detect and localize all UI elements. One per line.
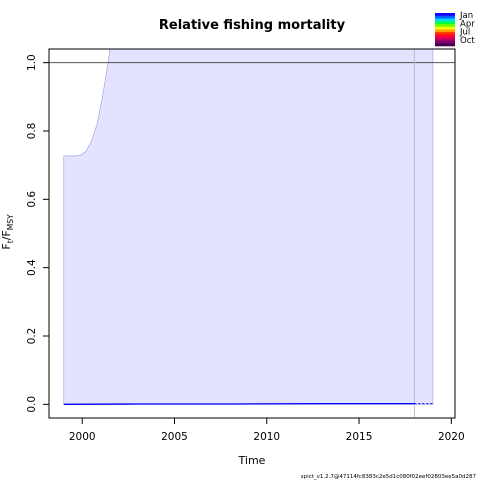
- legend-color-swatch: [435, 29, 455, 33]
- legend-color-swatch: [435, 37, 455, 41]
- legend-label: Oct: [460, 36, 475, 46]
- y-axis: 0.0 0.2 0.4 0.6 0.8 1.0: [26, 54, 50, 413]
- legend-color-swatch: [435, 32, 455, 36]
- legend-label: Jul: [459, 28, 470, 38]
- y-tick-label: 1.0: [26, 54, 38, 71]
- x-tick-label: 2015: [346, 431, 373, 443]
- legend-label: Jan: [459, 11, 473, 21]
- legend-label: Apr: [460, 19, 475, 29]
- footer-version-text: spict_v1.2.7@47114fc8383c2e5d1c080f02eef…: [301, 474, 477, 480]
- x-tick-label: 2005: [161, 431, 188, 443]
- x-tick-label: 2000: [69, 431, 96, 443]
- y-tick-label: 0.8: [26, 123, 38, 140]
- legend-color-swatch: [435, 40, 455, 44]
- x-tick-label: 2020: [438, 431, 465, 443]
- legend-color-swatch: [435, 15, 455, 19]
- x-axis: 2000 2005 2010 2015 2020: [69, 417, 465, 443]
- y-tick-label: 0.4: [26, 259, 38, 276]
- x-axis-label: Time: [238, 454, 266, 467]
- legend-color-swatch: [435, 18, 455, 22]
- y-tick-label: 0.6: [26, 191, 38, 208]
- chart-title: Relative fishing mortality: [159, 18, 346, 33]
- plot-area: [49, 49, 455, 418]
- y-tick-label: 0.0: [26, 396, 38, 413]
- legend-color-swatch: [435, 26, 455, 30]
- legend-color-swatch: [435, 13, 455, 17]
- estimate-series-line: [63, 402, 415, 405]
- y-axis-label: Ft/FMSY: [0, 214, 15, 250]
- legend-color-swatch: [435, 21, 455, 25]
- legend-color-swatch: [435, 35, 455, 39]
- x-tick-label: 2010: [253, 431, 280, 443]
- confidence-band: [63, 49, 434, 405]
- y-tick-label: 0.2: [26, 328, 38, 345]
- legend-color-swatch: [435, 24, 455, 28]
- legend-color-swatch: [435, 43, 455, 47]
